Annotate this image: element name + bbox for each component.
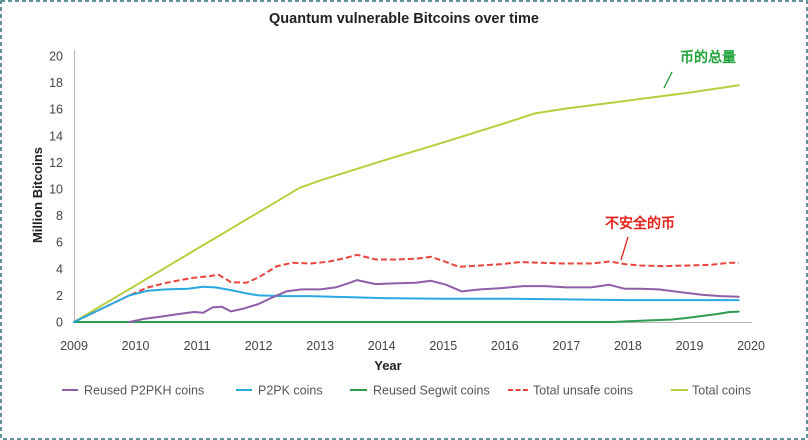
x-tick-label: 2009 xyxy=(60,339,88,353)
legend-label: Reused P2PKH coins xyxy=(84,384,204,398)
annotation-label: 不安全的币 xyxy=(605,215,675,231)
x-tick-label: 2011 xyxy=(184,339,211,353)
series-lines xyxy=(73,84,740,323)
series-line-reused-p2pkh-coins xyxy=(128,279,740,323)
x-tick-label: 2010 xyxy=(122,339,150,353)
annotation-label: 币的总量 xyxy=(680,49,736,65)
y-tick-label: 12 xyxy=(49,156,63,170)
x-tick-labels: 2009 2010 2011 2012 2013 2014 2015 2016 2017 2018… xyxy=(60,339,765,353)
x-tick-label: 2016 xyxy=(491,339,519,353)
series-line-total-coins xyxy=(73,84,740,323)
y-tick-label: 14 xyxy=(49,129,63,143)
legend-label: P2PK coins xyxy=(258,384,323,398)
x-tick-label: 2018 xyxy=(614,339,642,353)
series-line-p2pk-coins xyxy=(73,285,740,323)
legend: Reused P2PKH coins P2PK coins Reused Segwi… xyxy=(62,384,751,398)
y-tick-label: 6 xyxy=(56,236,63,250)
y-tick-label: 8 xyxy=(56,209,63,223)
x-tick-label: 2020 xyxy=(737,339,765,353)
annotation-pointer xyxy=(663,71,673,89)
series-line-reused-segwit-coins xyxy=(73,310,740,323)
annotation-pointer xyxy=(620,236,629,261)
annotation: 不安全的币 xyxy=(605,215,675,261)
legend-label: Total coins xyxy=(692,384,751,398)
x-tick-label: 2013 xyxy=(306,339,334,353)
y-tick-label: 0 xyxy=(56,316,63,330)
y-tick-label: 4 xyxy=(56,262,63,276)
x-axis-label: Year xyxy=(374,358,401,373)
x-tick-label: 2019 xyxy=(676,339,704,353)
x-tick-label: 2015 xyxy=(429,339,457,353)
legend-item-p2pk-coins: P2PK coins xyxy=(236,384,323,398)
y-tick-label: 16 xyxy=(49,103,63,117)
chart-title: Quantum vulnerable Bitcoins over time xyxy=(269,11,539,27)
annotation: 币的总量 xyxy=(663,49,736,89)
x-tick-label: 2017 xyxy=(552,339,580,353)
series-line-total-unsafe-coins xyxy=(73,253,739,323)
x-tick-label: 2014 xyxy=(368,339,396,353)
y-tick-label: 2 xyxy=(56,289,63,303)
legend-item-total-unsafe-coins: Total unsafe coins xyxy=(508,384,633,398)
x-tick-label: 2012 xyxy=(245,339,273,353)
y-tick-label: 20 xyxy=(49,50,63,64)
legend-label: Total unsafe coins xyxy=(533,384,633,398)
legend-item-reused-p2pkh-coins: Reused P2PKH coins xyxy=(62,384,204,398)
legend-label: Reused Segwit coins xyxy=(373,384,490,398)
legend-item-reused-segwit-coins: Reused Segwit coins xyxy=(350,384,490,398)
y-tick-label: 18 xyxy=(49,76,63,90)
y-tick-label: 10 xyxy=(49,183,63,197)
y-axis-label: Million Bitcoins xyxy=(30,147,45,243)
y-tick-labels: 0 2 4 6 8 10 12 14 16 18 20 xyxy=(49,50,63,330)
legend-item-total-coins: Total coins xyxy=(671,384,751,398)
